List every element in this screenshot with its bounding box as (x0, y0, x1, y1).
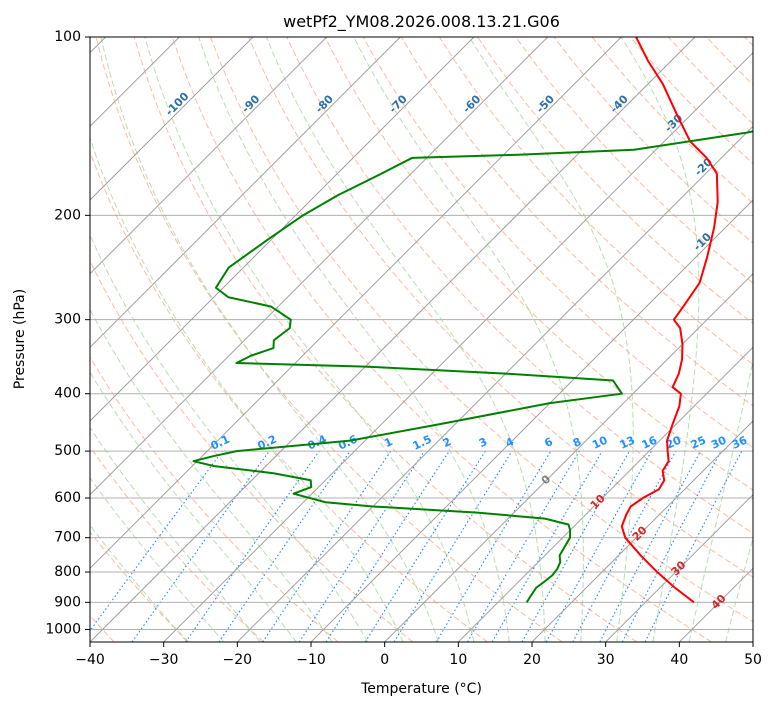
moist-adiabat-line (100, 37, 439, 642)
mixing-ratio-label: 36 (730, 433, 750, 451)
y-tick-label: 600 (54, 490, 81, 506)
moist-adiabat-line (353, 37, 584, 642)
y-tick-label: 500 (54, 443, 81, 459)
x-tick-label: 10 (449, 652, 467, 668)
dry-adiabat-line (248, 37, 753, 578)
x-tick-label: −40 (75, 652, 105, 668)
y-tick-label: 900 (54, 594, 81, 610)
x-axis-ticks: −40 −30 −20 −10 0 10 20 30 40 50 (75, 642, 762, 668)
dry-adiabat-line (515, 37, 753, 284)
moist-adiabat-line (90, 371, 297, 642)
isotherm-line (163, 51, 753, 642)
y-tick-label: 200 (54, 207, 81, 223)
dry-adiabat-line (90, 531, 190, 642)
y-tick-label: 400 (54, 386, 81, 402)
dry-adiabat-line (210, 37, 753, 623)
isotherm-line (90, 37, 328, 275)
moist-adiabat-line (620, 37, 700, 642)
temperature-profile-line (620, 37, 719, 604)
isotherm-line (90, 37, 622, 570)
mixing-ratio-line (218, 450, 351, 642)
mixing-ratio-label: 10 (590, 433, 610, 451)
mixing-ratio-line (90, 450, 223, 632)
isotherm-line (605, 493, 753, 642)
y-tick-label: 800 (54, 564, 81, 580)
y-axis-label: Pressure (hPa) (12, 289, 28, 389)
moist-adiabat-line (144, 37, 475, 642)
x-tick-label: −20 (223, 652, 253, 668)
mixing-ratio-line (298, 450, 425, 642)
isotherm-line (310, 199, 753, 642)
dry-adiabat-line (90, 445, 264, 642)
mixing-ratio-line (325, 450, 450, 642)
x-tick-label: 0 (380, 652, 389, 668)
mixing-ratio-line (521, 450, 630, 642)
isotherm-line (384, 272, 753, 642)
moist-adiabat-line (198, 37, 510, 642)
dry-adiabat-line (400, 37, 753, 407)
y-tick-label: 300 (54, 312, 81, 328)
chart-title: wetPf2_YM08.2026.008.13.21.G06 (283, 12, 560, 32)
moist-adiabat-line (90, 233, 369, 642)
dry-adiabat-line (90, 150, 488, 642)
moist-adiabat-line (90, 426, 261, 642)
mixing-ratio-label: 25 (689, 434, 708, 452)
y-axis-ticks: 100 200 300 400 500 600 700 800 900 1000 (45, 29, 90, 637)
dry-adiabat-line (133, 37, 638, 642)
mixing-ratio-line (545, 450, 653, 642)
mixing-ratio-line (393, 450, 513, 642)
dry-adiabats (90, 37, 753, 642)
isotherm-line (531, 420, 753, 642)
isotherm-line (90, 37, 475, 422)
x-tick-label: 40 (670, 652, 688, 668)
x-axis-label: Temperature (°C) (360, 681, 482, 697)
plot-frame (89, 36, 754, 643)
x-tick-label: 20 (523, 652, 541, 668)
mixing-ratio-line (185, 450, 320, 642)
mixing-ratio-label: 30 (709, 433, 729, 451)
mixing-ratio-line (131, 450, 270, 642)
mixing-ratio-label: 16 (640, 433, 660, 451)
mixing-ratio-label: 13 (618, 434, 637, 452)
x-tick-label: 50 (744, 652, 762, 668)
mixing-ratio-line (572, 450, 677, 642)
dry-adiabat-line (439, 37, 753, 366)
moist-adiabat-line (90, 477, 225, 642)
mixing-ratio-lines (90, 450, 743, 642)
skewed-isotherms (90, 37, 753, 642)
y-tick-label: 100 (54, 29, 81, 45)
x-tick-label: 30 (597, 652, 615, 668)
profile-series (192, 37, 753, 604)
moist-adiabat-line (90, 524, 188, 642)
y-tick-label: 1000 (45, 621, 81, 637)
dewpoint-profile-line (192, 130, 753, 603)
moist-adiabat-line (688, 358, 753, 642)
mixing-ratio-line (644, 450, 743, 642)
isotherm-line (90, 37, 401, 349)
x-tick-label: −10 (296, 652, 326, 668)
moist-adiabat-line (265, 37, 546, 642)
moist-adiabat-line (90, 136, 404, 642)
x-tick-label: −30 (149, 652, 179, 668)
isotherm-line (457, 346, 753, 642)
dry-adiabat-line (90, 356, 339, 642)
isotherm-line (90, 37, 696, 642)
mixing-ratio-line (262, 450, 392, 642)
dry-adiabat-line (95, 37, 563, 642)
isotherm-line (90, 37, 254, 201)
isotherm-line (236, 125, 753, 642)
y-tick-label: 700 (54, 530, 81, 546)
isotherm-line (90, 37, 549, 496)
